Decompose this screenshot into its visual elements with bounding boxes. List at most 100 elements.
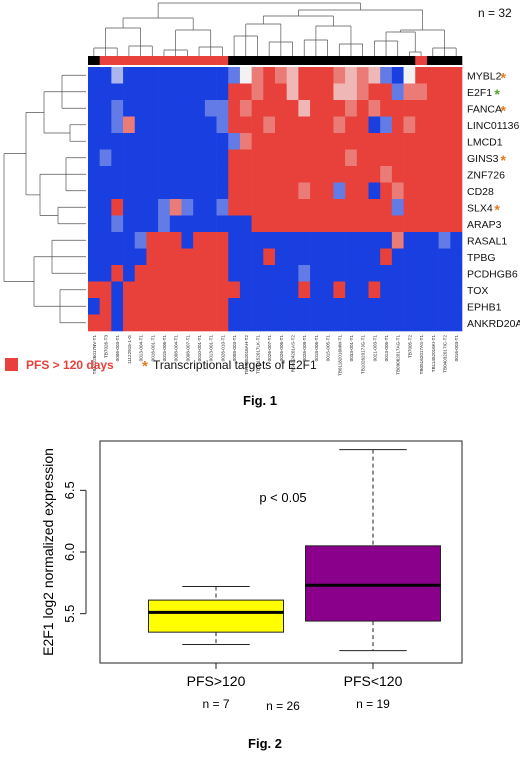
sample-label: TB04032017IC-T2 bbox=[442, 335, 447, 373]
heatmap-cell bbox=[286, 298, 299, 315]
heatmap-cell bbox=[146, 199, 159, 216]
heatmap-cell bbox=[88, 83, 100, 101]
heatmap-cell bbox=[88, 281, 100, 299]
heatmap-cell bbox=[286, 265, 299, 282]
heatmap-cell bbox=[146, 67, 159, 84]
heatmap-cell bbox=[216, 215, 229, 233]
heatmap-cell bbox=[193, 67, 206, 84]
heatmap-cell bbox=[415, 67, 428, 84]
heatmap-cell bbox=[356, 199, 369, 216]
annotation-cell bbox=[251, 56, 264, 65]
heatmap-cell bbox=[146, 265, 159, 282]
heatmap-cell bbox=[380, 182, 393, 200]
heatmap-cell bbox=[333, 182, 346, 200]
heatmap-cell bbox=[111, 149, 124, 167]
heatmap-cell bbox=[146, 298, 159, 315]
heatmap-cell bbox=[356, 149, 369, 167]
sample-label: TB7005-T2 bbox=[407, 335, 412, 358]
annotation-cell bbox=[193, 56, 206, 65]
heatmap-cell bbox=[368, 83, 381, 101]
heatmap-cell bbox=[123, 215, 136, 233]
heatmap-cell bbox=[111, 248, 124, 266]
annotation-cell bbox=[228, 56, 241, 65]
heatmap-cell bbox=[298, 265, 311, 282]
heatmap-cell bbox=[450, 199, 463, 216]
heatmap-cell bbox=[181, 116, 194, 134]
heatmap-cell bbox=[403, 248, 416, 266]
gene-label: FANCA bbox=[467, 103, 502, 115]
heatmap-cell bbox=[251, 182, 264, 200]
heatmap-cell bbox=[275, 100, 287, 117]
heatmap-cell bbox=[251, 199, 264, 216]
heatmap-cell bbox=[193, 281, 206, 299]
heatmap-cell bbox=[345, 248, 358, 266]
heatmap-cell bbox=[415, 265, 428, 282]
heatmap-cell bbox=[123, 199, 136, 216]
heatmap-cell bbox=[134, 149, 147, 167]
heatmap-cell bbox=[158, 265, 171, 282]
heatmap-cell bbox=[333, 232, 346, 249]
heatmap-cell bbox=[99, 248, 112, 266]
heatmap-cell bbox=[426, 182, 439, 200]
heatmap-cell bbox=[263, 100, 276, 117]
heatmap-cell bbox=[275, 83, 287, 101]
heatmap-cell bbox=[403, 182, 416, 200]
heatmap-cell bbox=[111, 199, 124, 216]
heatmap-cell bbox=[438, 281, 451, 299]
heatmap-cell bbox=[181, 248, 194, 266]
heatmap-cell bbox=[88, 314, 100, 332]
sample-label: TB11452016KI-T1 bbox=[431, 335, 436, 373]
heatmap-cell bbox=[321, 248, 334, 266]
heatmap-cell bbox=[251, 265, 264, 282]
annotation-cell bbox=[356, 56, 369, 65]
heatmap-cell bbox=[298, 100, 311, 117]
heatmap-cell bbox=[368, 265, 381, 282]
heatmap-cell bbox=[111, 314, 124, 332]
heatmap-cell bbox=[193, 182, 206, 200]
column-dendrogram bbox=[93, 2, 457, 56]
heatmap-cell bbox=[169, 67, 182, 84]
heatmap-cell bbox=[286, 83, 299, 101]
heatmap-cell bbox=[158, 298, 171, 315]
gene-target-star: * bbox=[494, 201, 500, 217]
sample-label: 0016-001-T1 bbox=[150, 335, 155, 362]
heatmap-cell bbox=[356, 248, 369, 266]
heatmap-cell bbox=[450, 166, 463, 183]
heatmap-cell bbox=[263, 67, 276, 84]
box-body bbox=[305, 545, 441, 622]
heatmap-cell bbox=[134, 182, 147, 200]
gene-label: E2F1 bbox=[467, 87, 492, 99]
heatmap-cell bbox=[239, 67, 252, 84]
heatmap-cell bbox=[181, 100, 194, 117]
annotation-cell bbox=[333, 56, 346, 65]
heatmap-cell bbox=[216, 265, 229, 282]
heatmap-cell bbox=[415, 281, 428, 299]
heatmap-cell bbox=[450, 116, 463, 134]
heatmap-cell bbox=[239, 265, 252, 282]
heatmap-cell bbox=[111, 83, 124, 101]
heatmap-cell bbox=[333, 248, 346, 266]
heatmap-cell bbox=[239, 199, 252, 216]
heatmap-cell bbox=[263, 265, 276, 282]
heatmap-cell bbox=[310, 149, 323, 167]
figure-1: MYBL2 * E2F1 * FANCA * LINC01136 LMCD1 GINS3 * ZNF… bbox=[3, 2, 520, 408]
heatmap-cell bbox=[426, 100, 439, 117]
heatmap-cell bbox=[216, 67, 229, 84]
heatmap-cell bbox=[426, 166, 439, 183]
heatmap-cell bbox=[193, 116, 206, 134]
heatmap-cell bbox=[193, 133, 206, 150]
sample-label: 0018-006-T1 bbox=[314, 335, 319, 362]
sample-label: 0015-005-T1 bbox=[326, 335, 331, 362]
heatmap-cell bbox=[111, 265, 124, 282]
sample-label: 0016-003-T1 bbox=[454, 335, 459, 362]
heatmap-cell bbox=[380, 100, 393, 117]
heatmap-cell bbox=[204, 248, 217, 266]
heatmap-cell bbox=[169, 166, 182, 183]
heatmap-cell bbox=[204, 116, 217, 134]
heatmap-cell bbox=[368, 116, 381, 134]
heatmap-cell bbox=[391, 116, 404, 134]
heatmap-cell bbox=[204, 215, 217, 233]
heatmap-cell bbox=[88, 298, 100, 315]
heatmap-cell bbox=[204, 166, 217, 183]
